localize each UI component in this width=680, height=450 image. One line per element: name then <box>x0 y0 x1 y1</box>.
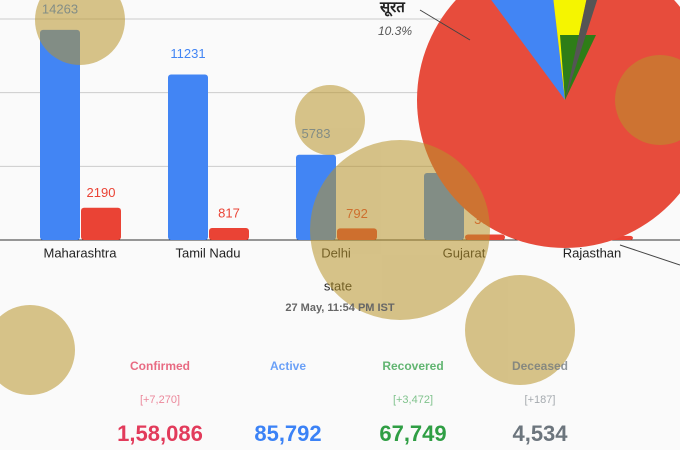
value-label: 2190 <box>87 185 116 200</box>
pie-slice <box>417 0 680 248</box>
stat-label: Recovered <box>382 359 443 373</box>
stat-value: 4,534 <box>512 421 568 446</box>
stat-label: Confirmed <box>130 359 190 373</box>
virus-overlay <box>0 0 680 395</box>
bar <box>209 227 249 240</box>
bar <box>40 29 80 241</box>
stat-delta: [+187] <box>525 394 556 406</box>
pie-leader <box>419 9 471 41</box>
pie-percent: 10.3% <box>378 24 412 38</box>
pie-chart: सूरत 10.3% <box>378 0 680 266</box>
stat-delta: [+3,472] <box>393 394 433 406</box>
pie-slice <box>565 0 598 100</box>
stat-label: Deceased <box>512 359 568 373</box>
stat-delta: [+7,270] <box>140 394 180 406</box>
stat-value: 67,749 <box>379 421 446 446</box>
stat-label: Active <box>270 359 306 373</box>
value-label: 11231 <box>170 46 205 61</box>
stat-value: 85,792 <box>254 421 321 446</box>
x-tick-label: Maharashtra <box>44 245 118 260</box>
pie-leader <box>619 244 680 266</box>
bar <box>81 207 121 240</box>
bar <box>168 74 208 240</box>
timestamp: 27 May, 11:54 PM IST <box>285 302 395 314</box>
pie-label: सूरत <box>379 0 406 17</box>
stat-value: 1,58,086 <box>117 421 203 446</box>
value-label: 817 <box>218 205 240 220</box>
pie-slice <box>491 0 565 100</box>
x-tick-label: Tamil Nadu <box>175 245 240 260</box>
x-tick-label: Rajasthan <box>563 245 622 260</box>
stats: Confirmed [+7,270] 1,58,086 Active 85,792 Rec… <box>117 359 568 446</box>
